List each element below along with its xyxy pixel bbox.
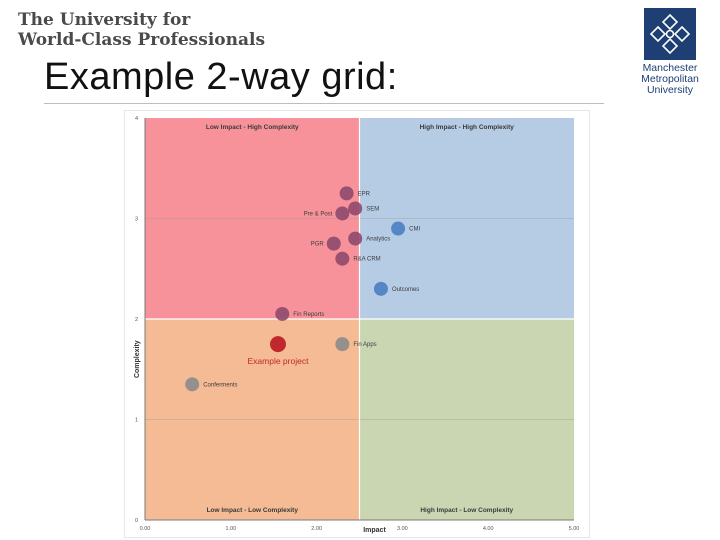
university-logo: Manchester Metropolitan University (628, 8, 712, 96)
y-tick-label: 4 (135, 116, 138, 122)
data-point-label: PGR (311, 242, 325, 248)
x-tick-label: 4.00 (483, 526, 494, 532)
tagline-line-1: The University for (18, 10, 191, 30)
title-divider (44, 103, 604, 104)
data-point (335, 206, 350, 221)
data-point (275, 306, 290, 321)
quadrant-label-bottom-right: High Impact - Low Complexity (420, 507, 513, 514)
x-tick-label: 1.00 (225, 526, 236, 532)
data-point (348, 231, 363, 246)
y-axis-title: Complexity (134, 340, 141, 378)
data-point-label: R&A CRM (353, 257, 380, 263)
highlight-point (269, 336, 286, 353)
data-point (326, 236, 341, 251)
logo-line-1: Manchester (642, 62, 698, 74)
y-tick-label: 3 (135, 217, 138, 223)
x-axis-title: Impact (363, 527, 386, 534)
y-tick-label: 1 (135, 418, 138, 424)
data-point (391, 221, 406, 236)
data-point (373, 281, 388, 296)
university-tagline: The University for World-Class Professio… (18, 10, 318, 50)
data-point-label: Fin Apps (353, 342, 376, 348)
y-tick-label: 2 (135, 317, 138, 323)
logo-line-3: University (646, 84, 694, 96)
data-point (339, 186, 354, 201)
data-point (185, 377, 200, 392)
quadrant-label-bottom-left: Low Impact - Low Complexity (207, 507, 299, 514)
logo-line-2: Metropolitan (641, 73, 699, 85)
data-point (335, 251, 350, 266)
data-point-label: Outcomes (392, 287, 419, 293)
data-point-label: CMI (409, 227, 420, 233)
data-point-label: Analytics (366, 237, 390, 243)
x-tick-label: 3.00 (397, 526, 408, 532)
slide-title: Example 2-way grid: (44, 56, 398, 98)
quadrant-label-top-right: High Impact - High Complexity (420, 124, 515, 131)
data-point-label: Fin Reports (293, 312, 324, 318)
quadrant-label-top-left: Low Impact - High Complexity (206, 124, 299, 131)
two-way-grid-chart: Low Impact - High Complexity High Impact … (124, 110, 590, 538)
highlight-point-label: Example project (248, 356, 310, 366)
x-tick-label: 0.00 (140, 526, 151, 532)
data-point-label: Conferments (203, 382, 237, 388)
data-point (335, 337, 350, 352)
data-point-label: Pre & Post (304, 211, 333, 217)
data-point-label: SEM (366, 206, 379, 212)
y-tick-label: 0 (135, 518, 138, 524)
chart-svg: Low Impact - High Complexity High Impact … (124, 110, 590, 538)
x-tick-label: 2.00 (311, 526, 322, 532)
x-tick-label: 5.00 (569, 526, 580, 532)
data-point (348, 201, 363, 216)
university-crest-icon (644, 8, 696, 60)
tagline-line-2: World-Class Professionals (18, 30, 266, 50)
data-point-label: EPR (358, 191, 371, 197)
logo-wordmark: Manchester Metropolitan University (628, 63, 712, 96)
